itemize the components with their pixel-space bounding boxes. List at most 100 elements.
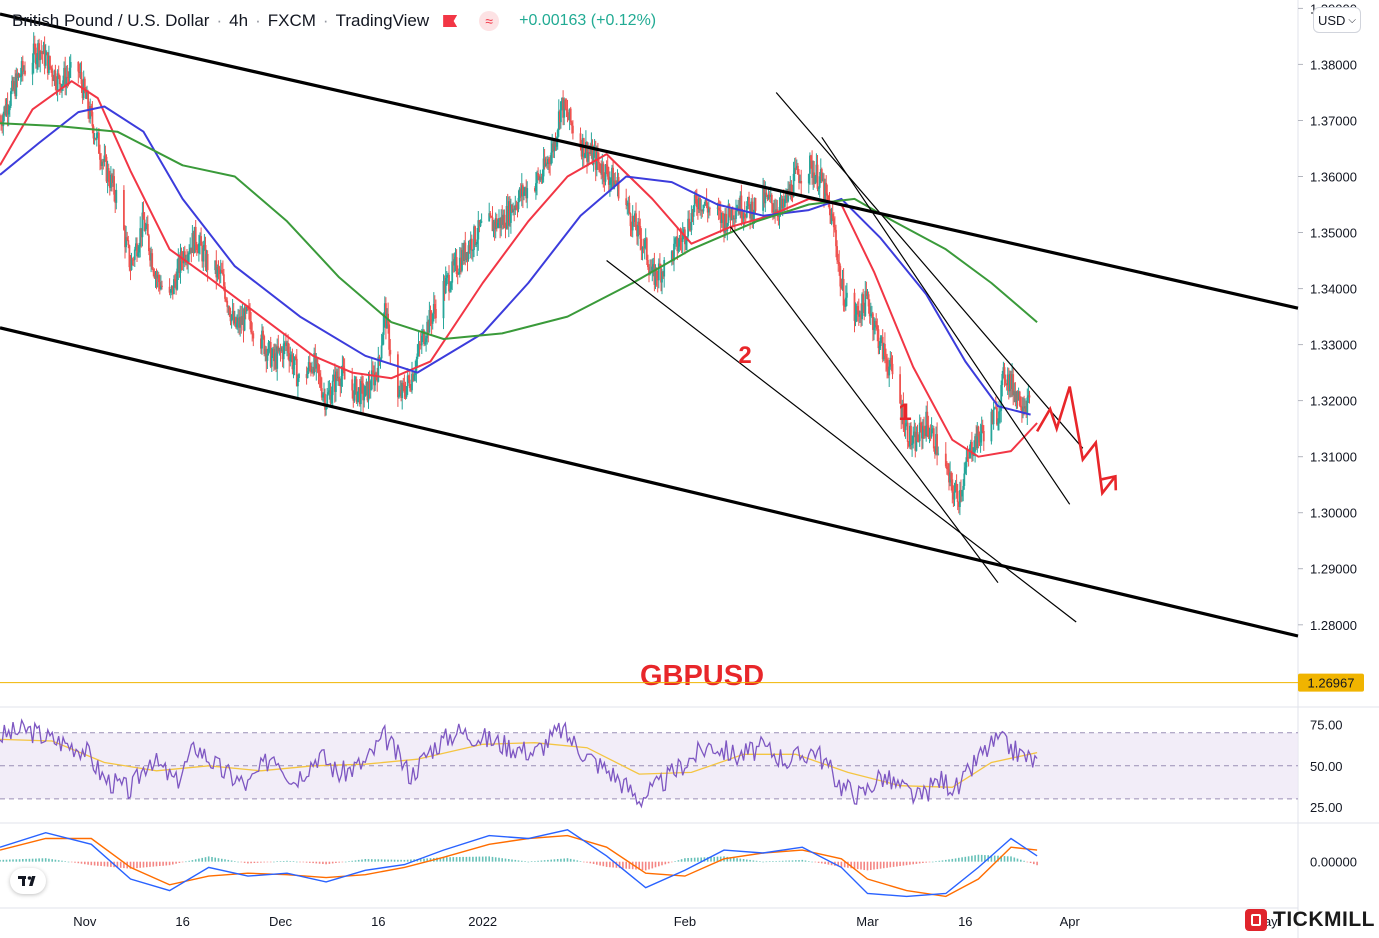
price-axis[interactable]: 1.390001.380001.370001.360001.350001.340… xyxy=(1298,1,1357,633)
candle xyxy=(825,175,828,201)
candle-body xyxy=(79,72,82,73)
candle-body xyxy=(50,66,52,69)
candle xyxy=(235,316,237,329)
macd-histogram-bar xyxy=(442,857,445,862)
macd-histogram-bar xyxy=(227,859,230,862)
macd-histogram-bar xyxy=(250,861,252,864)
macd-histogram-bar xyxy=(811,861,813,863)
channel-line[interactable] xyxy=(0,12,1299,310)
candle-body xyxy=(971,442,973,456)
candle-body xyxy=(333,374,336,392)
candle xyxy=(979,423,982,453)
candle-body xyxy=(11,80,13,92)
candle xyxy=(952,485,955,507)
ma-mid-line[interactable] xyxy=(0,105,1031,416)
macd-histogram-bar xyxy=(830,861,833,866)
time-tick-label: 16 xyxy=(371,914,385,929)
candle-body xyxy=(473,226,475,250)
tradingview-logo-icon[interactable] xyxy=(10,868,46,894)
flag-icon[interactable] xyxy=(443,15,458,27)
ma-slow-line[interactable] xyxy=(0,122,1038,340)
candle xyxy=(365,378,368,396)
candle-body xyxy=(266,353,269,361)
candle xyxy=(928,427,931,444)
candle-body xyxy=(613,180,616,189)
trend-line[interactable] xyxy=(606,260,1077,623)
macd-histogram-bar xyxy=(772,861,774,862)
candle-body xyxy=(799,181,801,183)
currency-selector[interactable]: USD ⌵ xyxy=(1313,7,1361,33)
candle-body xyxy=(42,45,45,54)
candle-body xyxy=(171,285,174,294)
last-price-badge[interactable] xyxy=(1298,673,1364,692)
projection-path[interactable] xyxy=(1035,386,1117,497)
channel-line[interactable] xyxy=(0,326,1299,638)
ma-fast-line[interactable] xyxy=(0,80,1038,458)
time-axis[interactable]: Nov16Dec162022FebMar16AprMay xyxy=(73,914,1278,929)
trend-line[interactable] xyxy=(775,92,1084,449)
candle-body xyxy=(607,176,610,185)
candle-body xyxy=(456,274,459,275)
indicator-icon[interactable]: ≈ xyxy=(479,11,500,31)
macd-histogram-bar xyxy=(54,859,57,862)
macd-histogram-bar xyxy=(566,858,569,862)
candle xyxy=(428,301,431,333)
candle xyxy=(10,87,12,108)
candle-body xyxy=(793,167,796,174)
candle xyxy=(572,120,574,140)
candle xyxy=(673,236,675,272)
candle xyxy=(130,252,133,271)
trend-line[interactable] xyxy=(821,136,1071,505)
candle xyxy=(141,202,144,247)
macd-histogram-bar xyxy=(1029,861,1032,863)
candle-body xyxy=(124,229,126,248)
candle xyxy=(157,271,160,292)
candle-body xyxy=(275,353,277,369)
candle-body xyxy=(454,257,457,260)
candle xyxy=(843,299,846,312)
candle-body xyxy=(509,201,511,223)
candle xyxy=(889,351,892,370)
candle xyxy=(901,399,904,425)
candle xyxy=(161,280,163,290)
candle xyxy=(442,274,445,330)
candle-body xyxy=(511,204,513,213)
candle-body xyxy=(194,227,197,246)
macd-pane[interactable]: 0.00000 xyxy=(0,829,1357,898)
macd-histogram-bar xyxy=(883,861,885,869)
candle xyxy=(875,313,878,331)
candle xyxy=(561,97,563,111)
candle xyxy=(854,302,857,327)
candle xyxy=(774,198,776,224)
candle-body xyxy=(492,221,495,232)
interval-label[interactable]: 4h xyxy=(229,11,249,30)
macd-histogram-bar xyxy=(191,860,194,862)
candle xyxy=(102,158,105,170)
candle-body xyxy=(627,202,630,205)
candle-body xyxy=(468,245,471,251)
candle-body xyxy=(490,216,493,218)
candle-body xyxy=(547,159,549,165)
macd-histogram-bar xyxy=(971,855,973,862)
candle xyxy=(1026,388,1029,425)
candle-body xyxy=(383,303,386,316)
candle xyxy=(912,426,915,449)
macd-histogram-bar xyxy=(690,857,693,862)
candle-body xyxy=(292,365,295,370)
candle xyxy=(731,206,734,229)
trend-line[interactable] xyxy=(730,226,999,584)
candle-body xyxy=(287,342,289,354)
symbol-header[interactable]: British Pound / U.S. Dollar · 4h · FXCM … xyxy=(12,11,657,31)
candle-body xyxy=(811,160,813,178)
candle xyxy=(464,231,467,266)
candle-body xyxy=(181,260,184,264)
candle xyxy=(914,422,917,458)
candle xyxy=(406,368,409,395)
candle xyxy=(927,415,930,439)
macd-histogram-bar xyxy=(671,861,673,863)
macd-histogram-bar xyxy=(837,861,839,867)
candle-body xyxy=(480,221,483,223)
candle-body xyxy=(600,171,603,175)
